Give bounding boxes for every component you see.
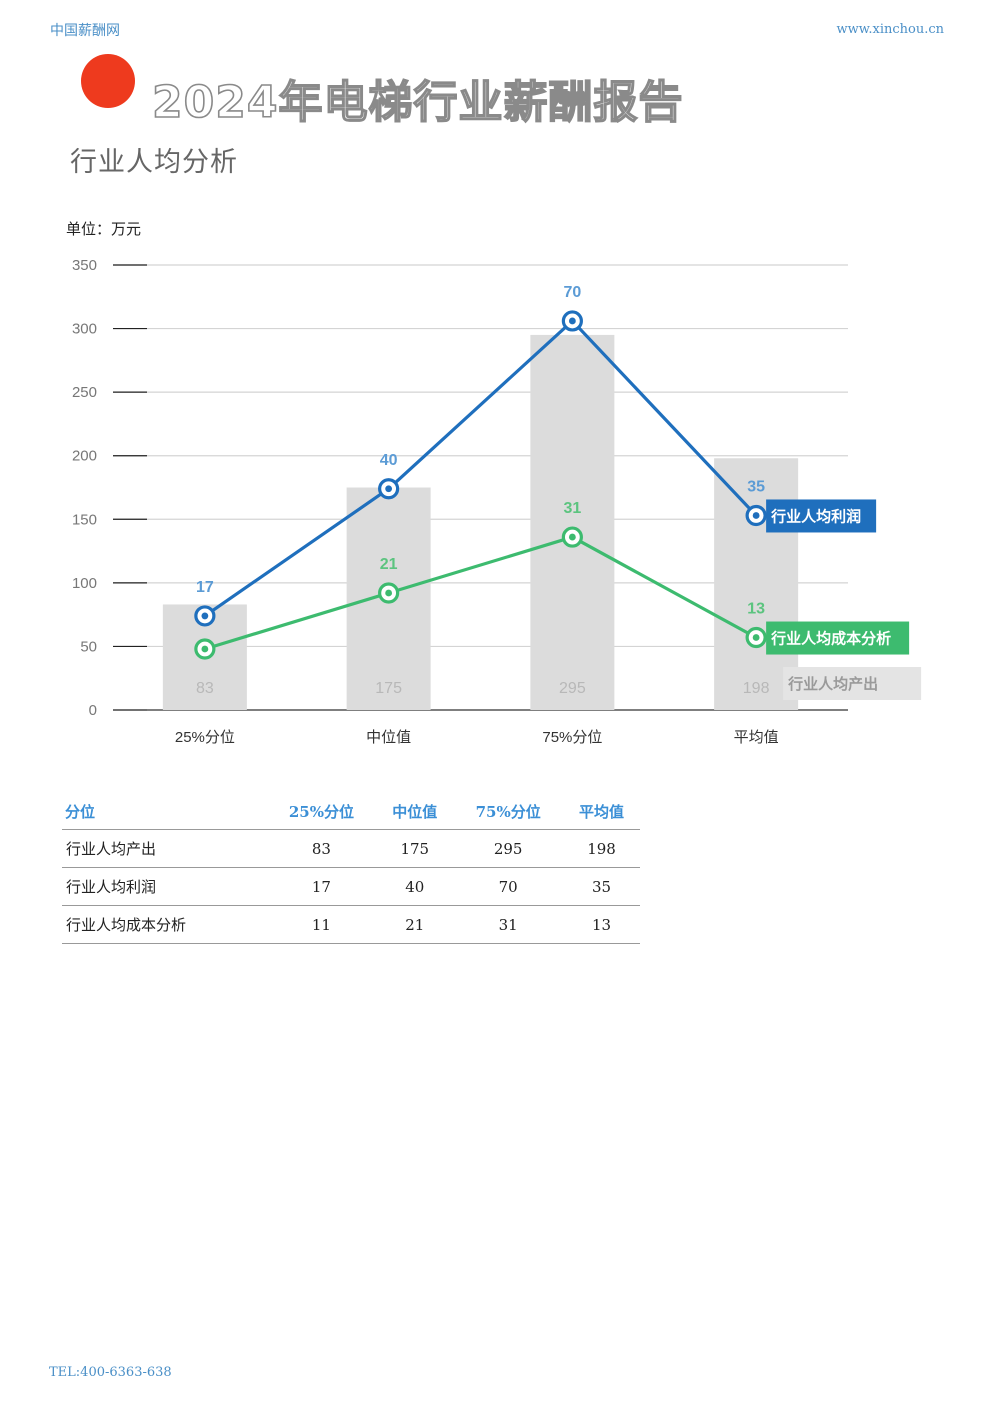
table-header: 分位 (62, 793, 267, 830)
y-tick-label: 200 (72, 448, 97, 465)
point-center (385, 589, 393, 597)
point-center (752, 634, 760, 641)
legend-tag-background (766, 499, 877, 533)
data-label: 40 (380, 452, 398, 469)
point-center (201, 612, 209, 620)
table-cell: 70 (453, 867, 564, 906)
data-label: 35 (747, 478, 765, 495)
legend-tag-background (766, 621, 910, 655)
table-cell: 行业人均产出 (62, 829, 267, 868)
table-cell: 17 (266, 867, 377, 906)
point-center (385, 485, 393, 493)
bar-value-label: 295 (559, 680, 586, 697)
bar-value-label: 198 (743, 680, 770, 697)
table-header: 25%分位 (266, 793, 377, 830)
table-cell: 13 (563, 905, 640, 944)
site-name: 中国薪酬网 (50, 23, 120, 39)
y-tick-label: 50 (80, 638, 97, 655)
table-cell: 行业人均成本分析 (62, 905, 267, 944)
table-cell: 31 (453, 905, 564, 944)
legend-tag-label: 行业人均利润 (770, 507, 861, 525)
title-dot-icon (81, 54, 135, 108)
table-header-row: 分位 25%分位 中位值 75%分位 平均值 (62, 793, 640, 830)
y-tick-label: 250 (72, 384, 97, 401)
table-cell: 295 (453, 829, 564, 868)
point-center (201, 645, 209, 653)
data-label: 17 (196, 579, 214, 596)
table-row: 行业人均产出 83 175 295 198 (62, 829, 640, 868)
x-tick-label: 平均值 (734, 729, 779, 746)
point-center (568, 533, 576, 541)
table-cell: 83 (266, 829, 377, 868)
section-title: 行业人均分析 (70, 147, 238, 178)
x-tick-label: 75%分位 (542, 729, 602, 746)
x-tick-label: 25%分位 (175, 729, 235, 746)
table-cell: 35 (563, 867, 640, 906)
series-line (204, 535, 757, 651)
table-cell: 198 (563, 829, 640, 868)
data-label: 31 (563, 500, 581, 517)
site-url[interactable]: www.xinchou.cn (836, 22, 944, 37)
y-tick-label: 150 (72, 511, 97, 528)
y-tick-label: 350 (72, 257, 97, 274)
report-title: 2024年电梯行业薪酬报告 (151, 76, 684, 129)
x-tick-label: 中位值 (366, 729, 411, 746)
table-header: 中位值 (376, 793, 454, 830)
y-tick-label: 300 (72, 321, 97, 338)
footer-tel: TEL:400-6363-638 (49, 1365, 172, 1380)
table-header: 平均值 (563, 793, 640, 830)
table-cell: 175 (376, 829, 454, 868)
bar (530, 334, 615, 710)
unit-label: 单位：万元 (66, 220, 142, 238)
data-table: 分位 25%分位 中位值 75%分位 平均值 行业人均产出 83 175 295… (62, 793, 640, 944)
point-center (568, 317, 576, 325)
table-cell: 行业人均利润 (62, 867, 267, 906)
legend-tag-label: 行业人均成本分析 (770, 630, 891, 648)
table-row: 行业人均利润 17 40 70 35 (62, 867, 640, 906)
table-row: 行业人均成本分析 11 21 31 13 (62, 905, 640, 944)
series-line (203, 319, 758, 618)
table-cell: 11 (266, 905, 377, 944)
legend-tag-label: 行业人均产出 (787, 675, 878, 693)
y-tick-label: 0 (89, 702, 97, 719)
bar-value-label: 175 (375, 680, 402, 697)
y-tick-label: 100 (72, 575, 97, 592)
table-header: 75%分位 (453, 793, 564, 830)
point-center (752, 512, 760, 519)
chart: 0 50 100 150 200 250 300 350 25%分位 中位值 75%分位 平均值 83 1… (72, 257, 922, 746)
data-label: 21 (380, 556, 398, 573)
table-cell: 40 (376, 867, 454, 906)
table-cell: 21 (376, 905, 454, 944)
data-label: 13 (747, 601, 765, 618)
legend-tag-background (783, 667, 922, 700)
bar-value-label: 83 (196, 680, 214, 697)
data-label: 70 (563, 284, 581, 301)
